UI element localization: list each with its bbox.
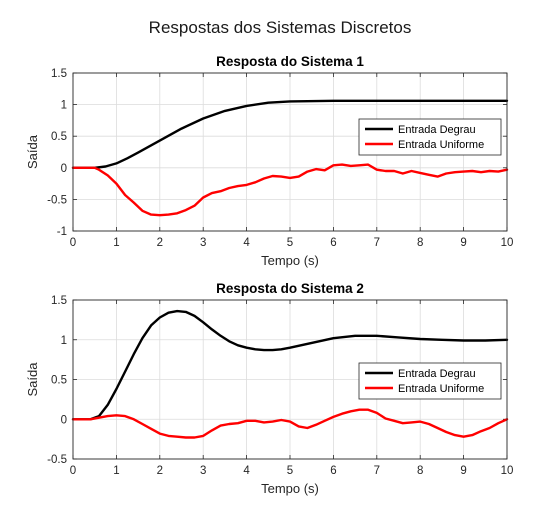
x-tick-label: 8 [417,465,423,477]
x-tick-label: 3 [200,465,206,477]
legend: Entrada Degrau Entrada Uniforme [358,362,502,400]
series-line-2 [71,163,509,217]
x-tick-label: 7 [374,237,380,249]
legend-label-2: Entrada Uniforme [398,139,484,151]
x-tick-label: 2 [157,465,163,477]
series-line-2 [71,408,509,439]
subplot-title: Resposta do Sistema 2 [216,281,364,296]
x-axis-label: Tempo (s) [261,481,319,496]
x-tick-label: 3 [200,237,206,249]
subplot-1: 0 1 2 3 4 5 6 7 8 9 10 -1 -0.5 0 0.5 1 1.5 Resposta do Si… [25,54,513,268]
legend-label-1: Entrada Degrau [398,124,476,136]
y-tick-label: 1 [61,335,67,347]
x-tick-label: 1 [113,237,119,249]
x-tick-label: 10 [501,465,514,477]
subplot-title: Resposta do Sistema 1 [216,54,364,69]
y-tick-label: -0.5 [47,194,67,206]
x-tick-label: 1 [113,465,119,477]
axes-box [72,72,508,232]
y-tick-label: -0.5 [47,454,67,466]
x-tick-label: 0 [70,237,76,249]
axes-box [72,299,508,460]
x-tick-label: 8 [417,237,423,249]
x-tick-label: 9 [460,237,466,249]
x-axis-label: Tempo (s) [261,253,319,268]
legend-box [358,362,502,400]
x-tick-label: 10 [501,237,514,249]
legend-label-1: Entrada Degrau [398,368,476,380]
x-tick-label: 2 [157,237,163,249]
y-tick-label: 1.5 [51,295,67,307]
x-tick-label: 5 [287,465,293,477]
figure-title: Respostas dos Sistemas Discretos [149,18,412,37]
x-tick-label: 5 [287,237,293,249]
y-tick-label: 0.5 [51,375,67,387]
y-tick-label: 0.5 [51,131,67,143]
series-line-1 [71,99,509,170]
series-line-1 [71,309,509,421]
x-tick-label: 6 [330,237,336,249]
y-tick-label: 0 [61,414,67,426]
y-axis-label: Saída [25,362,40,397]
y-tick-label: 0 [61,163,67,175]
x-tick-label: 6 [330,465,336,477]
x-tick-label: 9 [460,465,466,477]
y-tick-label: -1 [57,226,67,238]
x-tick-label: 4 [243,465,250,477]
y-tick-label: 1.5 [51,68,67,80]
y-tick-label: 1 [61,100,67,112]
legend-box [358,118,502,156]
x-tick-label: 4 [243,237,250,249]
y-axis-label: Saída [25,134,40,169]
x-tick-label: 7 [374,465,380,477]
x-tick-label: 0 [70,465,76,477]
legend-label-2: Entrada Uniforme [398,383,484,395]
legend: Entrada Degrau Entrada Uniforme [358,118,502,156]
